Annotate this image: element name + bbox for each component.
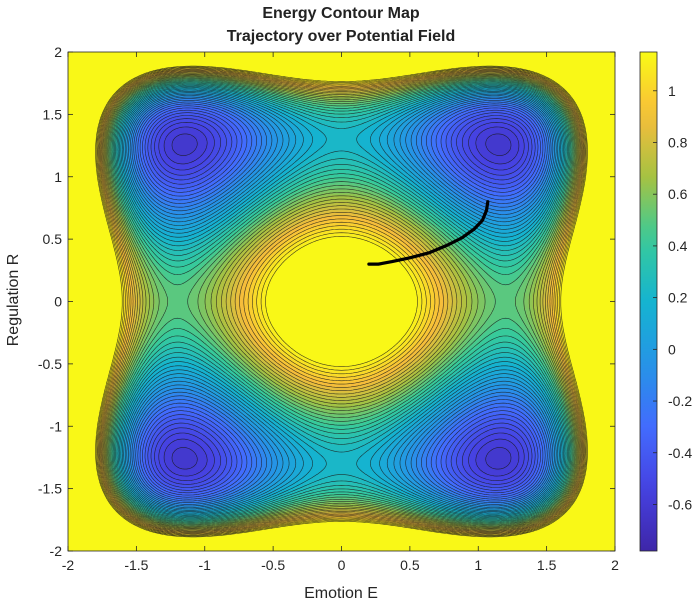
y-tick-label: -1.5 bbox=[38, 481, 62, 497]
y-tick-label: -1 bbox=[50, 418, 63, 434]
y-tick-label: 0.5 bbox=[43, 231, 63, 247]
colorbar-tick-label: -0.2 bbox=[668, 393, 692, 409]
y-tick-label: -2 bbox=[50, 543, 63, 559]
x-tick-label: 2 bbox=[611, 557, 619, 573]
contour-line bbox=[131, 98, 552, 505]
contour-line bbox=[129, 96, 554, 507]
contour-line bbox=[171, 133, 512, 470]
contour-line bbox=[109, 78, 574, 525]
contour-line bbox=[121, 89, 562, 514]
contour-line bbox=[97, 67, 586, 536]
contour-line bbox=[100, 70, 583, 533]
contour-line bbox=[128, 95, 555, 508]
contour-line bbox=[144, 109, 539, 494]
contour-line bbox=[112, 81, 571, 522]
x-tick-label: 0.5 bbox=[400, 557, 420, 573]
contour-lines bbox=[95, 65, 588, 538]
x-tick-label: 1 bbox=[474, 557, 482, 573]
contour-line bbox=[96, 66, 587, 537]
y-tick-label: 1 bbox=[54, 169, 62, 185]
y-tick-label: 0 bbox=[54, 294, 62, 310]
x-tick-label: -2 bbox=[62, 557, 75, 573]
contour-line bbox=[133, 100, 550, 503]
contour-line bbox=[107, 76, 576, 527]
contour-line bbox=[139, 105, 544, 498]
contour-line bbox=[103, 73, 580, 530]
x-tick-label: 0 bbox=[338, 557, 346, 573]
contour-line bbox=[142, 107, 541, 496]
x-tick-label: -1 bbox=[199, 557, 212, 573]
contour-line bbox=[150, 115, 533, 488]
contour-line bbox=[116, 84, 567, 519]
colorbar-tick-label: 0.2 bbox=[668, 290, 688, 306]
contour-line bbox=[117, 86, 566, 517]
contour-line bbox=[106, 75, 577, 528]
contour-line bbox=[99, 69, 584, 534]
contour-line bbox=[137, 103, 546, 500]
x-tick-label: -1.5 bbox=[124, 557, 148, 573]
contour-line bbox=[114, 82, 569, 521]
contour-line bbox=[97, 68, 586, 535]
x-tick-label: -0.5 bbox=[261, 557, 285, 573]
contour-line bbox=[115, 83, 568, 520]
x-tick-label: 1.5 bbox=[537, 557, 557, 573]
contour-line bbox=[154, 118, 529, 485]
contour-line bbox=[110, 79, 573, 524]
y-axis-label: Regulation R bbox=[5, 254, 22, 347]
contour-line bbox=[124, 92, 559, 511]
contour-line bbox=[123, 91, 560, 512]
colorbar-tick-label: -0.4 bbox=[668, 445, 692, 461]
contour-line bbox=[135, 101, 548, 502]
contour-line bbox=[147, 112, 536, 491]
contour-line bbox=[126, 93, 557, 510]
x-axis-label: Emotion E bbox=[304, 585, 378, 602]
contour-line bbox=[105, 74, 578, 529]
energy-field-fill bbox=[68, 52, 615, 551]
contour-line bbox=[95, 65, 588, 538]
contour-line bbox=[163, 126, 520, 477]
colorbar-tick-label: 0.6 bbox=[668, 186, 688, 202]
contour-line bbox=[98, 68, 585, 535]
y-tick-label: 1.5 bbox=[43, 106, 63, 122]
chart-subtitle: Trajectory over Potential Field bbox=[227, 28, 456, 45]
colorbar-tick-label: 1 bbox=[668, 83, 676, 99]
chart-title: Energy Contour Map bbox=[262, 5, 420, 22]
colorbar-tick-label: -0.6 bbox=[668, 496, 692, 512]
y-tick-label: -0.5 bbox=[38, 356, 62, 372]
contour-line bbox=[111, 80, 572, 523]
trajectory-line bbox=[367, 200, 490, 266]
colorbar-tick-label: 0 bbox=[668, 341, 676, 357]
contour-line bbox=[102, 72, 581, 531]
y-tick-label: 2 bbox=[54, 44, 62, 60]
contour-line bbox=[101, 71, 582, 532]
colorbar-tick-label: 0.8 bbox=[668, 134, 688, 150]
colorbar-tick-label: 0.4 bbox=[668, 238, 688, 254]
contour-line bbox=[104, 74, 579, 529]
contour-line bbox=[120, 88, 563, 515]
contour-line bbox=[158, 122, 525, 481]
contour-line bbox=[108, 77, 575, 526]
colorbar bbox=[639, 51, 658, 552]
